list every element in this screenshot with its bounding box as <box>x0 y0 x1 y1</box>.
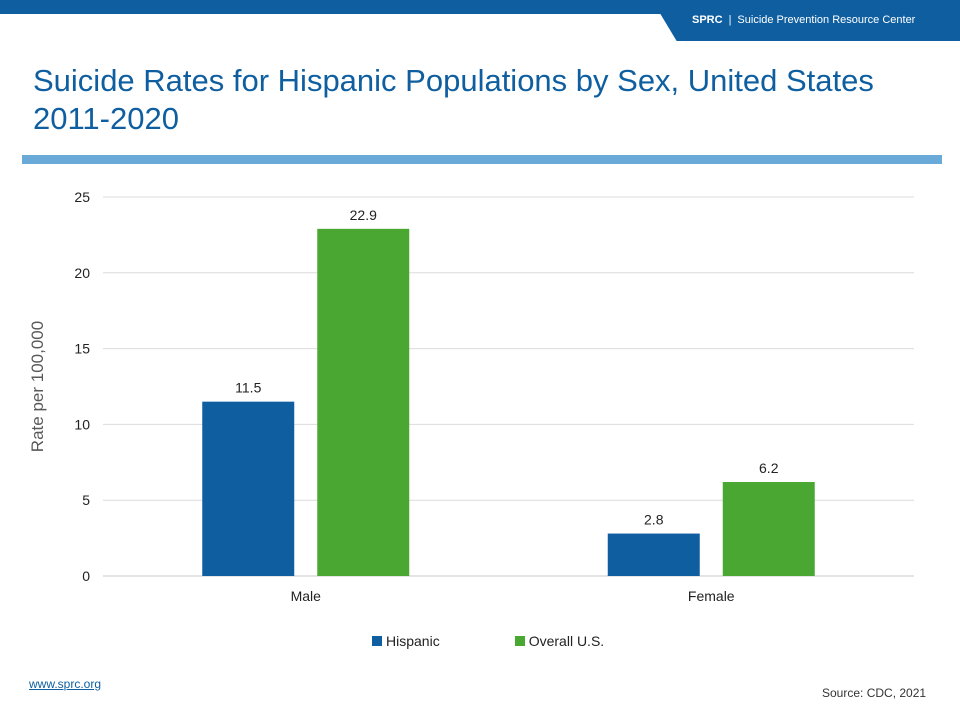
y-axis-label: Rate per 100,000 <box>28 321 47 452</box>
data-label: 6.2 <box>759 460 779 476</box>
legend-item-hispanic: Hispanic <box>372 633 440 649</box>
x-tick-label: Female <box>688 588 735 604</box>
legend-label-overall: Overall U.S. <box>528 633 605 649</box>
legend-item-overall: Overall U.S. <box>514 633 605 649</box>
legend-swatch-overall <box>514 636 525 646</box>
org-header: SPRC | Suicide Prevention Resource Center <box>692 14 915 26</box>
bar <box>607 533 700 576</box>
org-name: Suicide Prevention Resource Center <box>737 14 916 26</box>
source-note: Source: CDC, 2021 <box>822 686 927 700</box>
y-tick-label: 10 <box>74 416 90 432</box>
bar <box>722 482 815 576</box>
y-tick-label: 20 <box>74 265 90 281</box>
y-tick-label: 25 <box>74 189 90 205</box>
data-label: 11.5 <box>235 380 261 396</box>
title-rule <box>22 155 942 164</box>
y-tick-label: 15 <box>74 341 90 357</box>
bar-chart: 0 5 10 15 20 25 Rate per 100,000 11.5 22.9 Male 2.… <box>28 189 914 604</box>
bar <box>317 228 410 576</box>
org-separator: | <box>728 14 732 26</box>
x-tick-label: Male <box>291 588 322 604</box>
org-tab <box>652 0 960 41</box>
data-label: 2.8 <box>644 512 664 528</box>
data-label: 22.9 <box>350 207 377 223</box>
website-link[interactable]: www.sprc.org <box>29 677 102 691</box>
chart-title: Suicide Rates for Hispanic Populations b… <box>33 63 874 136</box>
legend: Hispanic Overall U.S. <box>372 633 679 649</box>
bar <box>202 401 295 576</box>
y-tick-label: 5 <box>82 492 90 508</box>
y-tick-label: 0 <box>82 568 90 584</box>
legend-swatch-hispanic <box>372 636 382 646</box>
org-abbr: SPRC <box>692 14 723 26</box>
legend-label-hispanic: Hispanic <box>386 633 440 649</box>
